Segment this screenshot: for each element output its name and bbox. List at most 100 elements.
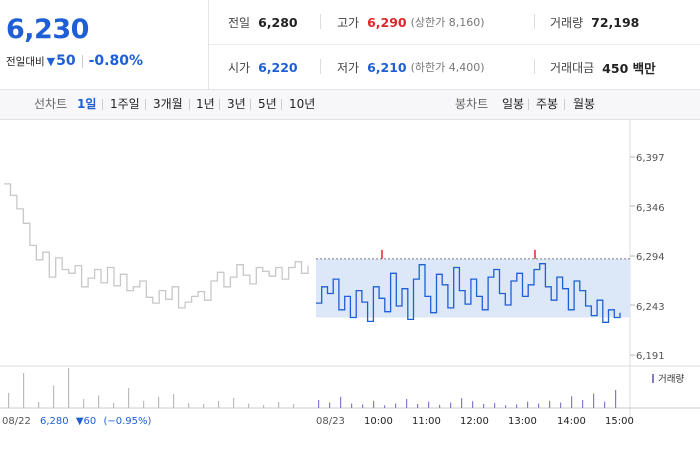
y-tick-label: 6,346 — [636, 203, 665, 214]
volume-bar — [472, 401, 474, 408]
volume-bar — [417, 403, 419, 408]
price-chart: 6,397 6,346 6,294 6,243 6,191 08/23 10:0… — [0, 120, 700, 427]
divider — [534, 59, 535, 74]
volume-bar — [384, 405, 386, 408]
volume-bar — [351, 403, 353, 408]
x-tick-label: 15:00 — [605, 416, 634, 427]
divider — [534, 14, 535, 29]
day-high: 고가 6,290 (상한가 8,160) — [337, 14, 485, 30]
volume-bar — [218, 401, 220, 408]
volume-bar — [329, 402, 331, 408]
volume-bar — [450, 402, 452, 408]
volume-bar — [98, 395, 100, 408]
y-tick-label: 6,243 — [636, 302, 665, 313]
prev-day-pct: (−0.95%) — [103, 416, 151, 427]
volume-bar — [604, 401, 606, 408]
prev-day-price: 6,280 — [40, 416, 69, 427]
volume-bar — [83, 399, 85, 408]
volume-bar — [538, 403, 540, 408]
x-tick-label: 08/23 — [316, 416, 345, 427]
volume-bar — [582, 399, 584, 408]
prev-day-line — [4, 183, 309, 309]
divider — [320, 14, 321, 29]
range-band — [316, 258, 630, 318]
period-tab-5y[interactable]: 5년 — [258, 97, 277, 111]
period-tab-10y[interactable]: 10년 — [289, 97, 316, 111]
volume-legend: 거래량 — [658, 373, 684, 385]
volume-bar — [203, 404, 205, 408]
trade-amount: 거래대금 450 백만 — [550, 60, 656, 76]
volume-bar — [516, 404, 518, 408]
candle-tab-daily[interactable]: 일봉 — [502, 97, 525, 111]
divider — [281, 99, 282, 110]
period-tab-1y[interactable]: 1년 — [196, 97, 215, 111]
volume-bar — [38, 402, 40, 408]
period-tab-1w[interactable]: 1주일 — [110, 97, 140, 111]
volume-bar — [263, 405, 265, 408]
volume-bar — [483, 403, 485, 408]
volume-bar — [113, 403, 115, 408]
x-tick-label: 13:00 — [508, 416, 537, 427]
x-tick-label: 11:00 — [412, 416, 441, 427]
volume-bar — [615, 390, 617, 408]
chart-toolbar: 선차트 1일 1주일 3개월 1년 3년 5년 10년 봉차트 일봉 주봉 월봉 — [0, 90, 700, 120]
volume-bar — [173, 394, 175, 408]
volume-bar — [549, 400, 551, 408]
volume-bar — [571, 396, 573, 408]
divider — [219, 99, 220, 110]
quote-summary: 전일 6,280 고가 6,290 (상한가 8,160) 거래량 72,198… — [209, 0, 700, 89]
volume-bar — [439, 404, 441, 408]
divider — [250, 99, 251, 110]
prev-close: 전일 6,280 — [228, 14, 298, 30]
y-tick-label: 6,191 — [636, 351, 665, 362]
summary-row: 전일 6,280 고가 6,290 (상한가 8,160) 거래량 72,198 — [209, 0, 700, 45]
y-tick-label: 6,294 — [636, 252, 665, 263]
volume-bar — [494, 403, 496, 408]
candle-tab-monthly[interactable]: 월봉 — [573, 97, 596, 111]
divider — [528, 99, 529, 110]
volume-bar — [158, 397, 160, 408]
volume-bar — [23, 373, 25, 408]
period-tab-1d[interactable]: 1일 — [77, 97, 97, 111]
volume-bar — [593, 393, 595, 408]
volume-bar — [428, 401, 430, 408]
y-tick-label: 6,397 — [636, 153, 665, 164]
down-triangle-icon: ▼ — [46, 54, 56, 68]
candle-tab-weekly[interactable]: 주봉 — [536, 97, 559, 111]
volume-bar — [68, 368, 70, 408]
day-low: 저가 6,210 (하한가 4,400) — [337, 59, 485, 75]
current-price: 6,230 — [6, 14, 89, 45]
period-tab-3y[interactable]: 3년 — [227, 97, 246, 111]
volume-bar — [143, 401, 145, 408]
volume-bar — [293, 404, 295, 408]
change-percent: -0.80% — [88, 53, 143, 69]
divider — [81, 54, 83, 68]
price-box: 6,230 전일대비 ▼ 50 -0.80% — [0, 0, 209, 89]
line-chart-label: 선차트 — [34, 97, 68, 111]
volume-bar — [53, 385, 55, 408]
prev-day-change: ▼60 — [76, 416, 96, 427]
divider — [320, 59, 321, 74]
prev-day-caption: 08/22 6,280 ▼60 (−0.95%) — [2, 416, 152, 427]
candle-chart-label: 봉차트 — [455, 97, 489, 111]
summary-row: 시가 6,220 저가 6,210 (하한가 4,400) 거래대금 450 백… — [209, 45, 700, 89]
x-tick-label: 14:00 — [557, 416, 586, 427]
volume-bar — [318, 399, 320, 408]
volume-bar — [340, 396, 342, 408]
x-tick-label: 12:00 — [460, 416, 489, 427]
quote-header: 6,230 전일대비 ▼ 50 -0.80% 전일 6,280 고가 6,290… — [0, 0, 700, 90]
volume-legend-swatch — [652, 374, 654, 383]
volume-bar — [248, 403, 250, 408]
volume-bar — [560, 402, 562, 408]
prev-day-date: 08/22 — [2, 416, 31, 427]
volume-bar — [362, 404, 364, 408]
price-change: 전일대비 ▼ 50 -0.80% — [6, 53, 143, 69]
volume-bar — [406, 399, 408, 408]
volume-bar — [395, 403, 397, 408]
x-tick-label: 10:00 — [364, 416, 393, 427]
volume-bar — [8, 393, 10, 408]
divider — [102, 99, 103, 110]
change-amount: 50 — [56, 53, 76, 69]
period-tab-3m[interactable]: 3개월 — [153, 97, 183, 111]
volume-bar — [128, 388, 130, 408]
